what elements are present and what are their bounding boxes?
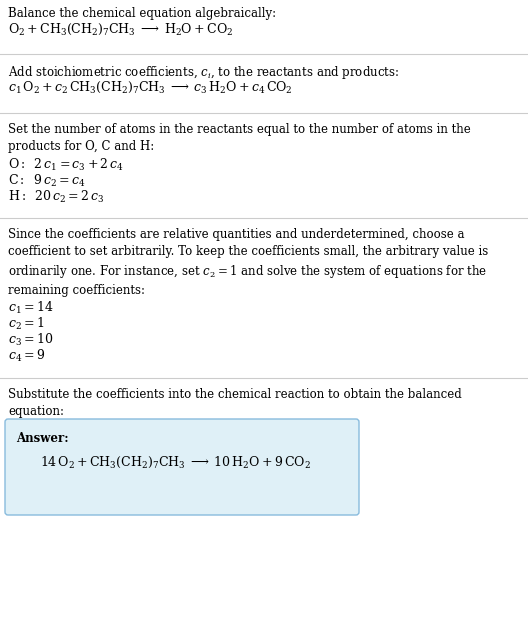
- Text: $14\,\mathrm{O_2} + \mathrm{CH_3(CH_2)_7CH_3}\;\longrightarrow\;10\,\mathrm{H_2O: $14\,\mathrm{O_2} + \mathrm{CH_3(CH_2)_7…: [40, 455, 311, 470]
- Text: $\mathrm{O_2 + CH_3(CH_2)_7CH_3}\;\longrightarrow\;\mathrm{H_2O + CO_2}$: $\mathrm{O_2 + CH_3(CH_2)_7CH_3}\;\longr…: [8, 22, 233, 37]
- Text: $\mathrm{H:}\;\;20\,c_2 = 2\,c_3$: $\mathrm{H:}\;\;20\,c_2 = 2\,c_3$: [8, 189, 104, 205]
- Text: $c_2 = 1$: $c_2 = 1$: [8, 316, 44, 332]
- Text: Balance the chemical equation algebraically:: Balance the chemical equation algebraica…: [8, 7, 276, 20]
- Text: $c_1 = 14$: $c_1 = 14$: [8, 300, 53, 316]
- Text: $c_1\,\mathrm{O_2} + c_2\,\mathrm{CH_3(CH_2)_7CH_3}\;\longrightarrow\;c_3\,\math: $c_1\,\mathrm{O_2} + c_2\,\mathrm{CH_3(C…: [8, 80, 293, 95]
- Text: $\mathrm{C:}\;\;9\,c_2 = c_4$: $\mathrm{C:}\;\;9\,c_2 = c_4$: [8, 173, 86, 189]
- Text: Since the coefficients are relative quantities and underdetermined, choose a
coe: Since the coefficients are relative quan…: [8, 228, 488, 297]
- Text: $\mathrm{O:}\;\;2\,c_1 = c_3 + 2\,c_4$: $\mathrm{O:}\;\;2\,c_1 = c_3 + 2\,c_4$: [8, 157, 124, 173]
- Text: Answer:: Answer:: [16, 432, 69, 445]
- Text: Substitute the coefficients into the chemical reaction to obtain the balanced
eq: Substitute the coefficients into the che…: [8, 388, 462, 418]
- FancyBboxPatch shape: [5, 419, 359, 515]
- Text: $c_3 = 10$: $c_3 = 10$: [8, 332, 53, 348]
- Text: $c_4 = 9$: $c_4 = 9$: [8, 348, 45, 364]
- Text: Add stoichiometric coefficients, $c_i$, to the reactants and products:: Add stoichiometric coefficients, $c_i$, …: [8, 64, 399, 81]
- Text: Set the number of atoms in the reactants equal to the number of atoms in the
pro: Set the number of atoms in the reactants…: [8, 123, 471, 153]
